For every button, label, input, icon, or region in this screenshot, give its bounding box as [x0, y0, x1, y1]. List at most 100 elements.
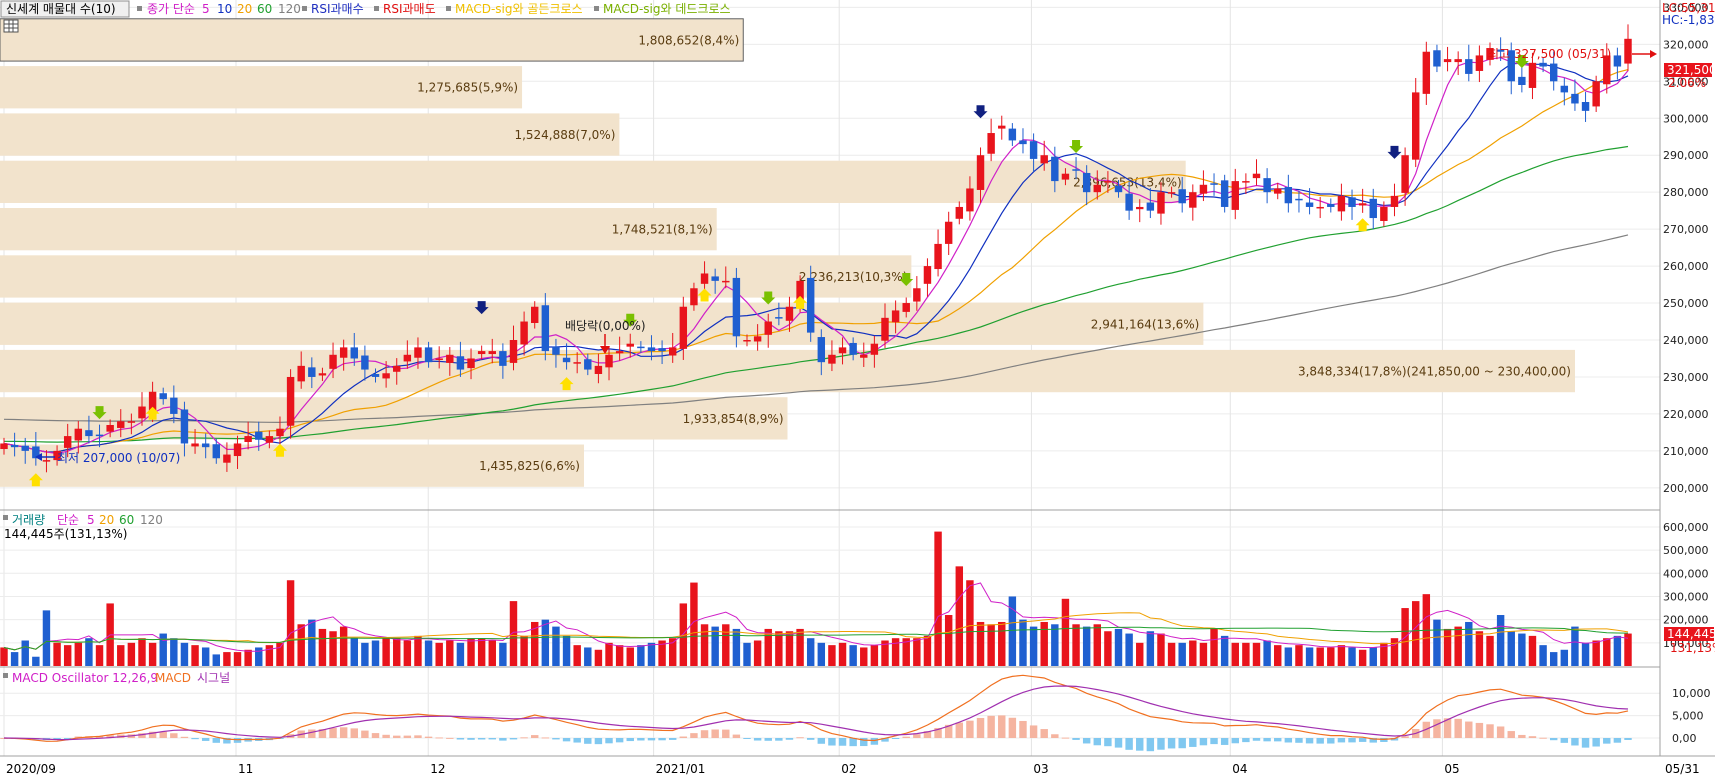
macd-oscillator-bar	[212, 738, 221, 743]
candle-body	[1560, 85, 1569, 93]
candle-body	[1422, 51, 1431, 94]
macd-oscillator-bar	[764, 738, 772, 741]
volume-profile-bar	[0, 18, 744, 62]
macd-oscillator-bar	[467, 738, 475, 740]
volume-bar	[1507, 631, 1515, 666]
candle	[1157, 182, 1165, 225]
volume-bar	[1528, 635, 1537, 666]
volume-bar	[1549, 652, 1558, 666]
table-icon[interactable]	[3, 19, 19, 33]
candle-body	[297, 365, 305, 382]
volume-bars[interactable]	[0, 531, 1632, 666]
candle-body	[1178, 189, 1186, 204]
rsi-sell-label: RSI과매도	[383, 2, 436, 16]
volume-bar	[1178, 642, 1186, 666]
candle-body	[1603, 55, 1611, 85]
candle	[594, 353, 603, 384]
macd-oscillator-bar	[1486, 724, 1494, 738]
volume-bar	[1348, 647, 1356, 666]
candle	[127, 413, 136, 435]
candle-body	[658, 348, 666, 352]
candle-body	[796, 280, 804, 307]
candle	[1327, 198, 1335, 213]
candle	[138, 392, 146, 426]
candle-body	[626, 343, 634, 347]
candle	[1454, 51, 1462, 76]
volume-bar	[467, 638, 475, 666]
candle	[647, 335, 656, 361]
candle	[117, 409, 125, 438]
candle	[180, 401, 189, 457]
candle	[297, 351, 305, 389]
vol-ma-60: 60	[119, 513, 134, 527]
macd-oscillator-bar	[1305, 738, 1314, 744]
volume-bar	[10, 652, 19, 666]
candle	[1560, 77, 1569, 106]
macd-oscillator-bar	[435, 737, 443, 739]
macd-oscillator-bar	[106, 735, 114, 738]
volume-bar	[1337, 645, 1346, 666]
macd-tick-label: 10,000	[1672, 687, 1711, 700]
macd-oscillator-bar	[1348, 738, 1356, 743]
volume-bar	[753, 640, 762, 666]
candle	[1242, 173, 1250, 195]
macd-oscillator-bar	[743, 738, 751, 739]
candle-body	[244, 436, 252, 442]
candle-body	[308, 367, 316, 377]
macd-oscillator-bar	[509, 738, 518, 740]
candle	[626, 333, 634, 358]
volume-profile-label: 1,748,521(8,1%)	[612, 223, 713, 237]
candle	[509, 325, 518, 371]
candle	[1316, 196, 1324, 219]
volume-bar	[658, 640, 666, 666]
macd-oscillator-bar	[1189, 738, 1197, 747]
macd-oscillator-bar	[1210, 738, 1218, 745]
volume-bar	[785, 631, 794, 666]
volume-bar	[212, 654, 221, 666]
volume-bar	[1019, 619, 1027, 666]
candle	[934, 229, 942, 277]
candle	[10, 432, 19, 457]
candle	[488, 338, 496, 364]
volume-bar	[1093, 624, 1101, 666]
volume-bar	[531, 621, 539, 666]
candle	[1210, 173, 1218, 196]
candle	[1443, 46, 1452, 72]
candle-body	[1348, 197, 1356, 207]
signal-arrow-icon	[761, 291, 776, 305]
volume-bar	[32, 656, 40, 666]
signal-arrow-icon	[1069, 140, 1084, 153]
candle	[21, 437, 29, 464]
macd-oscillator-bar	[1167, 738, 1176, 749]
candle	[329, 342, 337, 379]
macd-oscillator-bar	[456, 738, 465, 740]
x-tick-label: 2020/09	[6, 762, 56, 776]
candlesticks[interactable]	[0, 24, 1632, 473]
lc-readout: LC:55,31	[1662, 1, 1715, 15]
volume-bar	[1029, 626, 1038, 666]
candle-body	[1358, 203, 1367, 206]
volume-bar	[1581, 642, 1590, 666]
candle-body	[775, 317, 783, 319]
candle	[700, 261, 709, 294]
candle	[318, 367, 327, 382]
candle	[998, 115, 1006, 140]
macd-oscillator-bar	[679, 736, 688, 738]
candle	[85, 415, 93, 444]
candle-body	[1167, 192, 1176, 194]
macd-oscillator[interactable]	[0, 674, 1632, 752]
x-tick-label: 12	[430, 762, 445, 776]
candle-body	[1125, 193, 1133, 211]
signal-arrow-icon	[272, 443, 287, 457]
volume-bar	[1104, 631, 1112, 666]
volume-bar	[1624, 633, 1632, 666]
volume-bar	[552, 626, 560, 666]
volume-bar	[127, 642, 136, 666]
item-name[interactable]: 신세계 매물대 수(10)	[6, 2, 116, 16]
volume-bar	[1539, 645, 1547, 666]
candle	[1093, 170, 1101, 200]
macd-oscillator-bar	[1592, 738, 1600, 747]
signal-arrow-icon	[28, 473, 43, 487]
